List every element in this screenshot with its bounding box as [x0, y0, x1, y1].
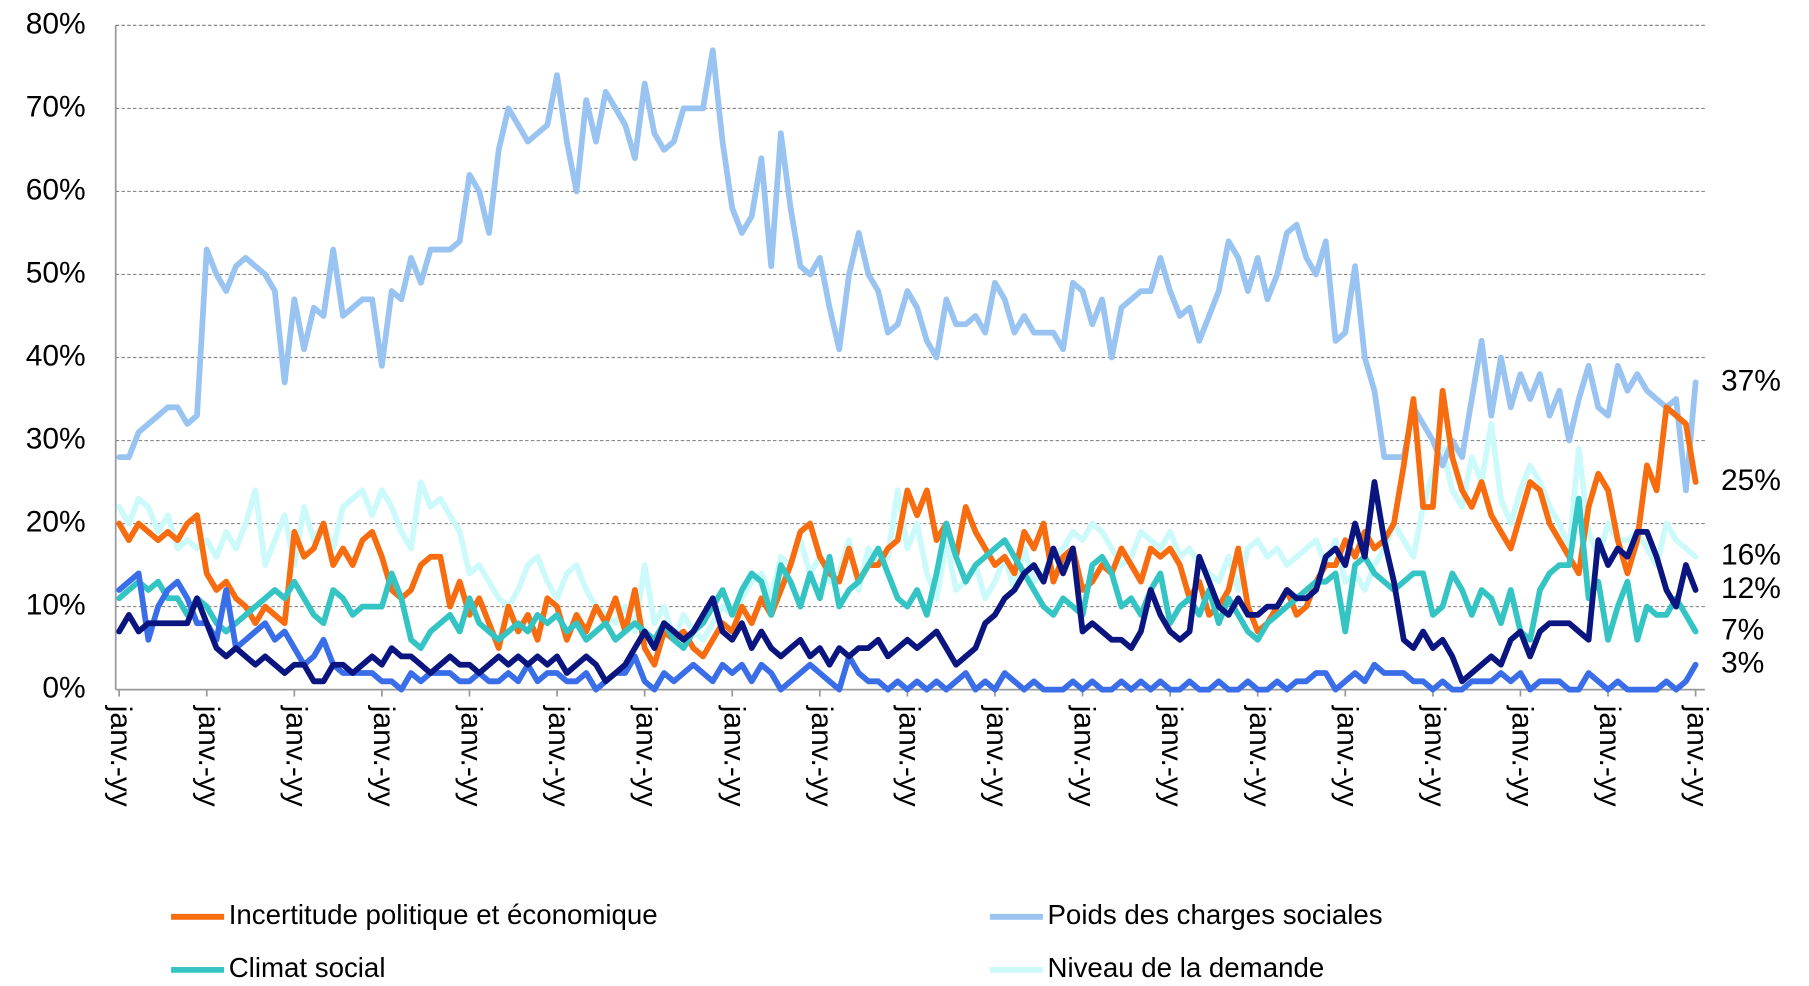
legend-label: Niveau de la demande — [1047, 952, 1324, 983]
labels: 0% 10% 20% 30% 40% 50% 60% 70% 80% janv.-yy janv.-… — [26, 7, 1781, 983]
series-line — [116, 495, 1699, 651]
x-tick-label: janv.-yy — [1418, 705, 1451, 807]
y-tick-label: 40% — [26, 339, 86, 372]
legend-label: Climat social — [229, 952, 386, 983]
y-tick-label: 80% — [26, 7, 86, 40]
x-tick-label: janv.-yy — [980, 705, 1013, 807]
end-label: 37% — [1721, 364, 1781, 397]
plot — [116, 47, 1699, 693]
x-tick-label: janv.-yy — [104, 705, 137, 807]
end-label: 12% — [1721, 572, 1781, 605]
x-tick-label: janv.-yy — [192, 705, 225, 807]
y-tick-label: 70% — [26, 90, 86, 123]
x-tick-label: janv.-yy — [367, 705, 400, 807]
end-label: 16% — [1721, 539, 1781, 572]
x-tick-label: janv.-yy — [542, 705, 575, 807]
x-tick-label: janv.-yy — [1681, 705, 1714, 807]
y-tick-label: 60% — [26, 173, 86, 206]
y-tick-label: 0% — [42, 672, 85, 705]
series-line — [116, 570, 1699, 693]
y-tick-label: 30% — [26, 422, 86, 455]
x-tick-label: janv.-yy — [455, 705, 488, 807]
x-tick-label: janv.-yy — [630, 705, 663, 807]
end-label: 25% — [1721, 464, 1781, 497]
x-tick-label: janv.-yy — [1593, 705, 1626, 807]
legend-label: Poids des charges sociales — [1047, 899, 1382, 930]
x-tick-label: janv.-yy — [805, 705, 838, 807]
x-tick-label: janv.-yy — [1068, 705, 1101, 807]
series-line — [116, 479, 1699, 685]
x-tick-label: janv.-yy — [1506, 705, 1539, 807]
y-tick-label: 20% — [26, 505, 86, 538]
x-tick-label: janv.-yy — [1330, 705, 1363, 807]
series-line — [116, 47, 1699, 494]
end-label: 7% — [1721, 613, 1764, 646]
end-label: 3% — [1721, 647, 1764, 680]
y-tick-label: 10% — [26, 589, 86, 622]
series-line — [116, 387, 1699, 668]
x-tick-label: janv.-yy — [717, 705, 750, 807]
x-tick-label: janv.-yy — [1243, 705, 1276, 807]
y-tick-label: 50% — [26, 256, 86, 289]
legend-label: Incertitude politique et économique — [229, 899, 658, 930]
x-tick-label: janv.-yy — [892, 705, 925, 807]
x-tick-label: janv.-yy — [1155, 705, 1188, 807]
x-tick-label: janv.-yy — [279, 705, 312, 807]
